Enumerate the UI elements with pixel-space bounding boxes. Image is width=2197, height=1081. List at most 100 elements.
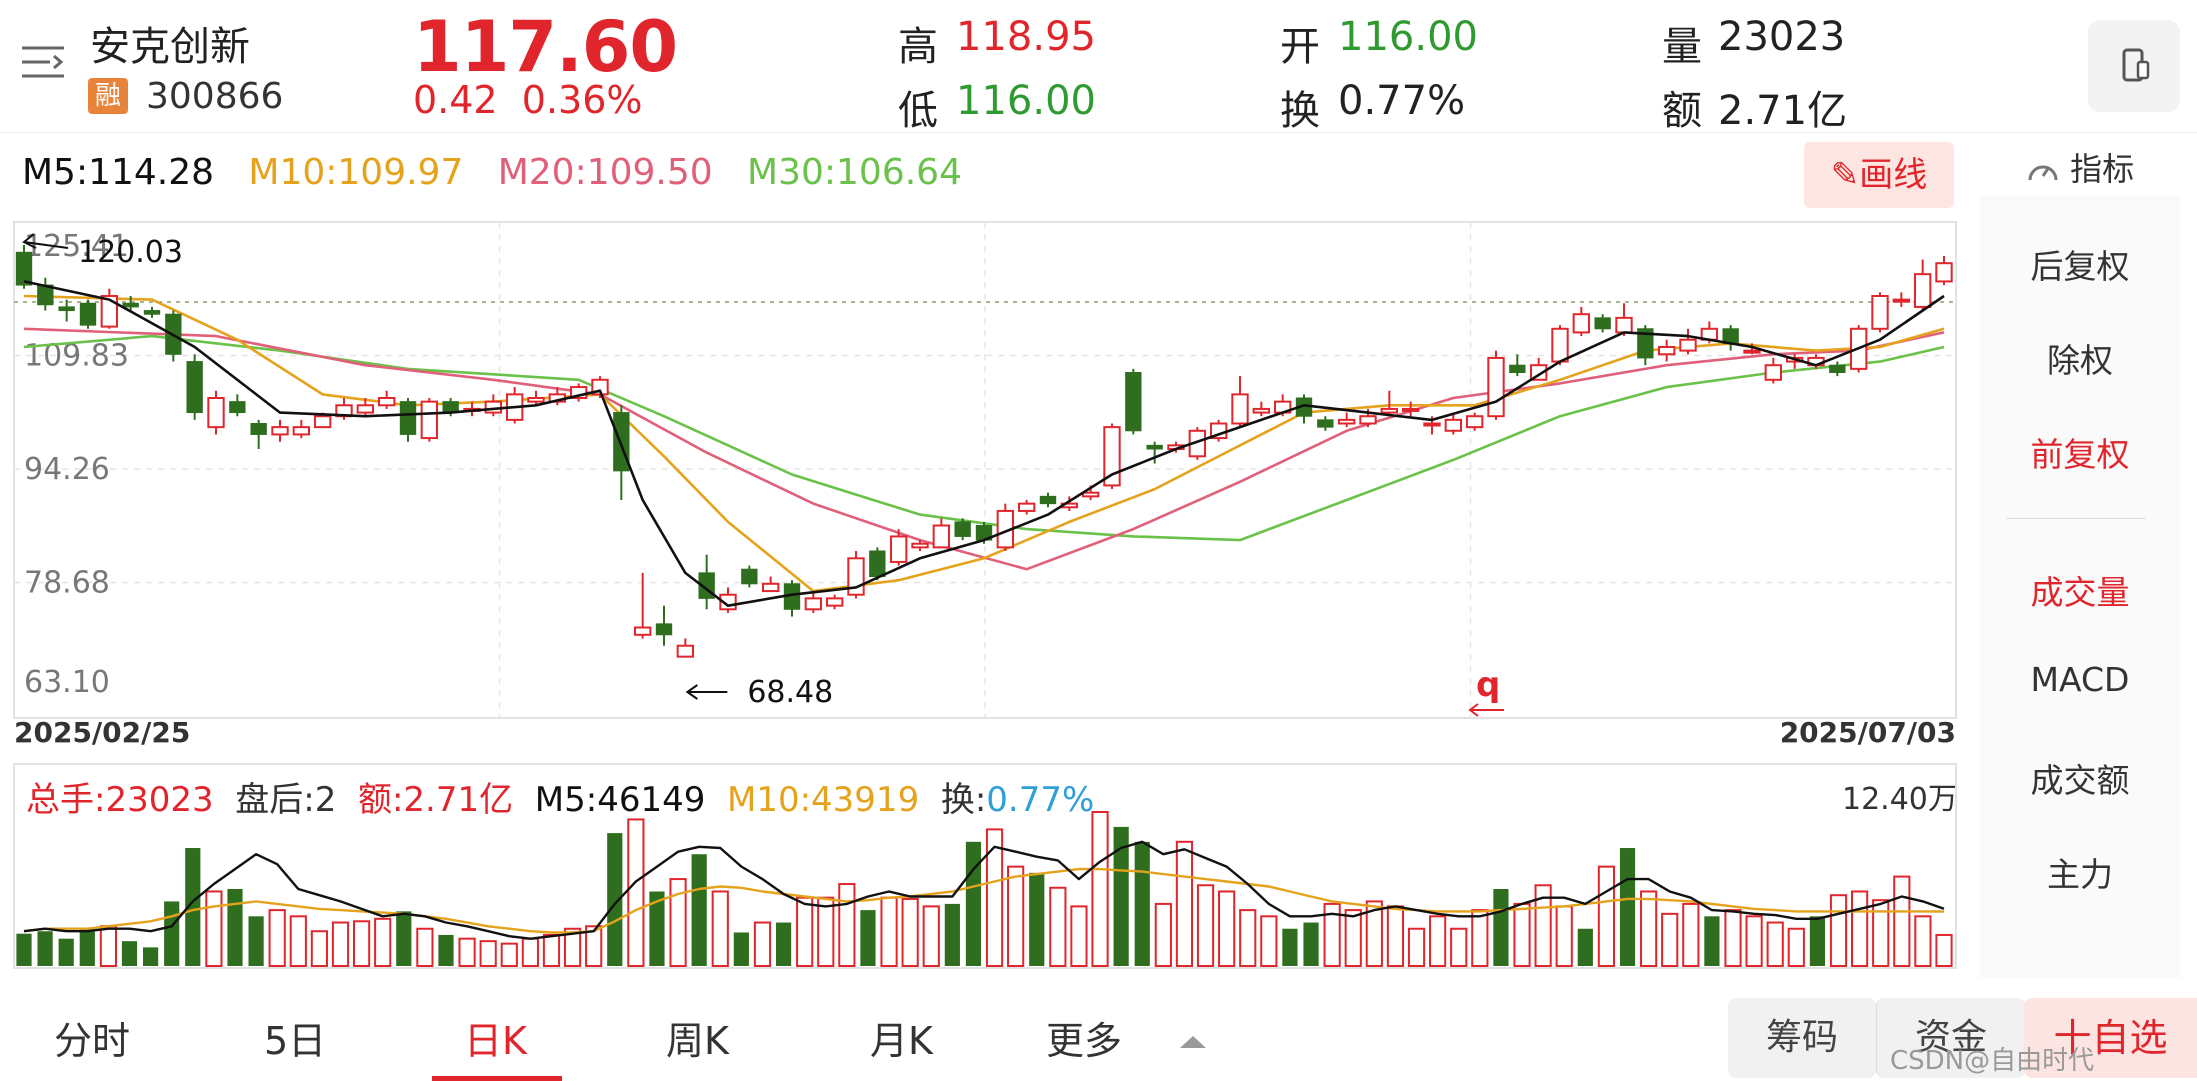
volume-bar-up <box>542 933 561 968</box>
funds-button[interactable]: 资金 <box>1876 998 2025 1078</box>
margin-badge: 融 <box>88 78 128 114</box>
volume-bar-up <box>521 937 539 967</box>
volume-bar-down <box>1113 826 1129 966</box>
volume-value: 23023 <box>1718 14 1846 60</box>
volume-chart[interactable] <box>0 760 1970 970</box>
volume-bar-up <box>1154 902 1172 968</box>
max-arrow-head <box>22 233 37 249</box>
volume-ma5-line <box>23 840 1945 940</box>
side-menu-item-5[interactable]: 成交额 <box>2030 761 2130 800</box>
phone-icon <box>2122 48 2150 82</box>
volume-bar-up <box>880 896 898 967</box>
ma5-label: M5:114.28 <box>22 152 215 193</box>
side-menu-item-4[interactable]: MACD <box>2030 660 2130 699</box>
volume-bar-up <box>479 940 497 967</box>
tab-weekly-k[interactable]: 周K <box>666 1019 729 1063</box>
candle-up <box>1017 502 1036 512</box>
volume-bar-up <box>1471 909 1489 967</box>
candle-up <box>1657 345 1676 356</box>
volume-bar-down <box>944 903 960 966</box>
add-favorite-button[interactable]: 十自选 <box>2024 998 2197 1078</box>
volume-bar-up <box>1766 921 1784 967</box>
candle-up <box>292 426 311 436</box>
volume-bar-down <box>227 889 243 966</box>
candle-down <box>741 568 758 585</box>
volume-bar-up <box>563 927 582 967</box>
landscape-toggle-button[interactable] <box>2088 20 2180 112</box>
volume-bar-up <box>500 942 518 967</box>
candle-down <box>79 302 97 326</box>
amount-label: 额 <box>1662 88 1702 134</box>
indicator-label: 指标 <box>2070 150 2135 188</box>
volume-bar-down <box>1303 922 1319 966</box>
volume-bar-up <box>1787 927 1805 967</box>
candle-up <box>1913 273 1932 308</box>
candle-down <box>186 361 203 414</box>
candle-up <box>207 396 225 429</box>
vol-m10: M10:43919 <box>726 780 920 820</box>
candle-up <box>1551 327 1569 363</box>
candle-up <box>1081 491 1100 498</box>
draw-line-button[interactable]: ✎画线 <box>1804 142 1954 208</box>
ma-legend: M5:114.28 M10:109.97 M20:109.50 M30:106.… <box>22 152 962 193</box>
high-value: 118.95 <box>956 14 1096 60</box>
side-menu-item-1[interactable]: 除权 <box>2047 341 2113 380</box>
volume-bar-up <box>1661 912 1679 968</box>
min-label: 68.48 <box>747 675 833 710</box>
volume-bar-down <box>649 891 665 966</box>
candle-up <box>825 597 844 607</box>
ma30-label: M30:106.64 <box>747 152 962 193</box>
volume-bar-down <box>607 833 623 966</box>
volume-bar-up <box>901 897 919 967</box>
volume-bar-down <box>185 848 201 966</box>
amount-value: 2.71亿 <box>1718 88 1848 134</box>
ma20-line <box>23 327 1945 571</box>
volume-bar-up <box>1851 890 1869 967</box>
candle-up <box>1871 294 1889 330</box>
price-change: 0.42 0.36% <box>413 78 643 122</box>
candle-up <box>804 597 823 611</box>
candle-up <box>1679 338 1697 352</box>
volume-bar-up <box>1260 915 1278 968</box>
event-marker: q <box>1476 665 1500 705</box>
volume-bar-up <box>310 930 328 967</box>
volume-bar-down <box>396 911 412 966</box>
volume-bar-up <box>268 909 286 967</box>
volume-bar-up <box>796 896 814 967</box>
tab-daily-k[interactable]: 日K <box>464 1019 527 1063</box>
side-menu-item-6[interactable]: 主力 <box>2047 855 2113 894</box>
indicator-button[interactable]: 指标 <box>1980 144 2180 190</box>
ma10-label: M10:109.97 <box>248 152 464 193</box>
volume-bar-up <box>1534 884 1552 967</box>
candle-down <box>15 251 33 286</box>
volume-bar-down <box>1493 889 1509 966</box>
candle-up <box>1572 313 1591 334</box>
volume-bar-down <box>37 931 53 966</box>
candle-up <box>356 404 375 414</box>
tab-5day[interactable]: 5日 <box>264 1019 327 1063</box>
side-menu-item-2[interactable]: 前复权 <box>2030 435 2130 474</box>
menu-icon[interactable] <box>20 40 66 86</box>
volume-bar-up <box>331 921 350 967</box>
volume-bar-up <box>627 818 645 967</box>
chips-button[interactable]: 筹码 <box>1728 998 1876 1078</box>
volume-bar-down <box>16 933 32 966</box>
volume-bar-up <box>1682 902 1700 968</box>
stock-code: 300866 <box>146 76 284 117</box>
side-menu-item-0[interactable]: 后复权 <box>2030 247 2130 286</box>
tab-intraday[interactable]: 分时 <box>54 1019 131 1063</box>
tab-more[interactable]: 更多 <box>1046 1010 1208 1065</box>
candle-down <box>58 306 75 312</box>
vol-turn-value: 0.77% <box>986 780 1095 820</box>
active-tab-indicator <box>432 1076 562 1081</box>
tab-monthly-k[interactable]: 月K <box>870 1019 933 1063</box>
volume-bar-down <box>965 841 982 966</box>
volume-bar-up <box>1386 905 1405 968</box>
candle-up <box>527 396 545 403</box>
side-menu-item-3[interactable]: 成交量 <box>2030 573 2130 612</box>
volume-bar-up <box>1407 927 1426 967</box>
vol-m5: M5:46149 <box>534 780 706 820</box>
candle-up <box>1487 356 1505 418</box>
candle-up <box>1337 418 1356 425</box>
